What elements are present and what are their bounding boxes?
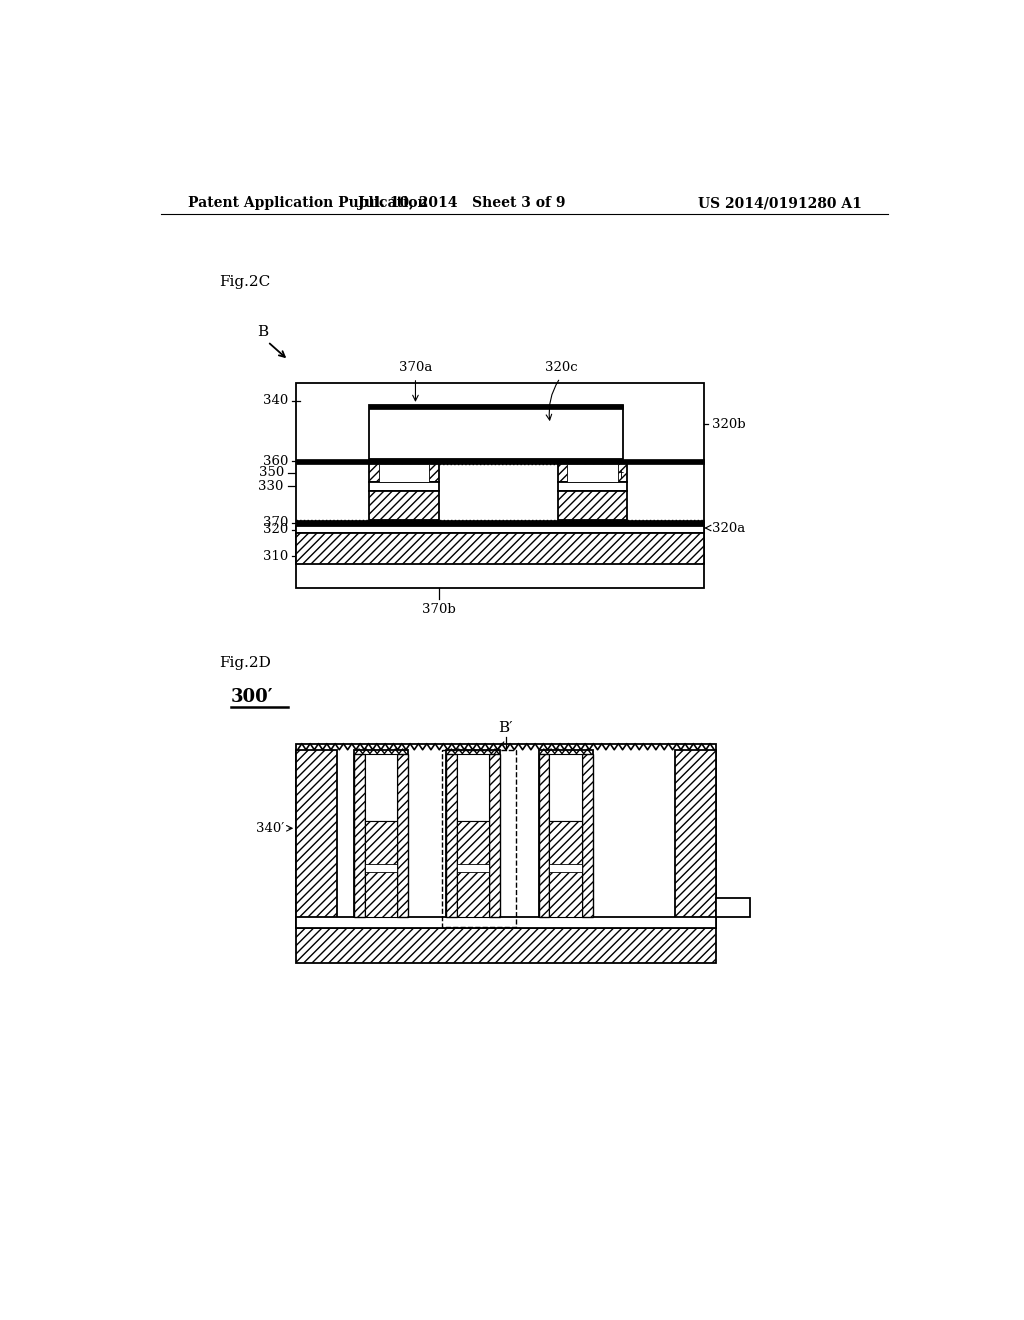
Bar <box>550 821 582 917</box>
Bar <box>354 750 408 917</box>
Bar <box>567 465 617 482</box>
Text: 370b: 370b <box>422 603 456 616</box>
Text: 360: 360 <box>263 454 289 467</box>
Bar <box>365 865 397 873</box>
Bar <box>370 482 438 491</box>
Text: 370: 370 <box>263 516 289 529</box>
Bar <box>370 405 624 409</box>
Bar <box>489 754 500 917</box>
Text: 350: 350 <box>258 466 284 479</box>
Text: 370a: 370a <box>398 362 432 375</box>
Bar <box>296 743 716 928</box>
Bar <box>365 821 397 917</box>
Bar <box>582 754 593 917</box>
Bar <box>446 750 500 917</box>
Bar <box>354 754 365 917</box>
Bar <box>539 750 593 917</box>
Bar <box>379 465 429 482</box>
Bar <box>296 928 716 964</box>
Text: †: † <box>618 469 624 479</box>
Text: B′: B′ <box>499 721 513 735</box>
Bar <box>716 898 751 917</box>
Text: 330: 330 <box>258 480 284 492</box>
Bar <box>370 405 624 459</box>
Bar <box>296 459 705 465</box>
Bar <box>296 917 716 928</box>
Bar <box>296 383 705 589</box>
Bar <box>397 754 408 917</box>
Text: US 2014/0191280 A1: US 2014/0191280 A1 <box>698 197 862 210</box>
Bar <box>370 465 438 482</box>
Bar <box>370 491 438 520</box>
Bar <box>675 750 716 928</box>
Bar <box>558 465 628 482</box>
Text: B: B <box>258 325 268 339</box>
Text: Jul. 10, 2014   Sheet 3 of 9: Jul. 10, 2014 Sheet 3 of 9 <box>358 197 565 210</box>
Bar <box>457 821 489 917</box>
Bar <box>296 520 705 525</box>
Bar <box>365 754 397 821</box>
Bar <box>457 754 489 821</box>
Text: 320b: 320b <box>712 417 745 430</box>
Text: 310: 310 <box>263 550 289 564</box>
Text: 320a: 320a <box>712 521 745 535</box>
Bar <box>296 525 705 533</box>
Text: 340′: 340′ <box>256 822 285 834</box>
Text: Patent Application Publication: Patent Application Publication <box>188 197 428 210</box>
Bar <box>558 482 628 491</box>
Text: Fig.2C: Fig.2C <box>219 275 270 289</box>
Bar <box>457 865 489 873</box>
Bar <box>446 754 457 917</box>
Bar <box>558 491 628 520</box>
Text: 320c: 320c <box>546 362 579 375</box>
Text: 340: 340 <box>263 395 289 408</box>
Bar <box>550 865 582 873</box>
Bar <box>296 750 337 928</box>
Bar <box>296 533 705 564</box>
Text: Fig.2D: Fig.2D <box>219 656 271 669</box>
Bar <box>539 754 550 917</box>
Bar <box>550 754 582 821</box>
Bar <box>442 750 515 927</box>
Text: 320: 320 <box>263 523 289 536</box>
Text: 300′: 300′ <box>230 689 273 706</box>
